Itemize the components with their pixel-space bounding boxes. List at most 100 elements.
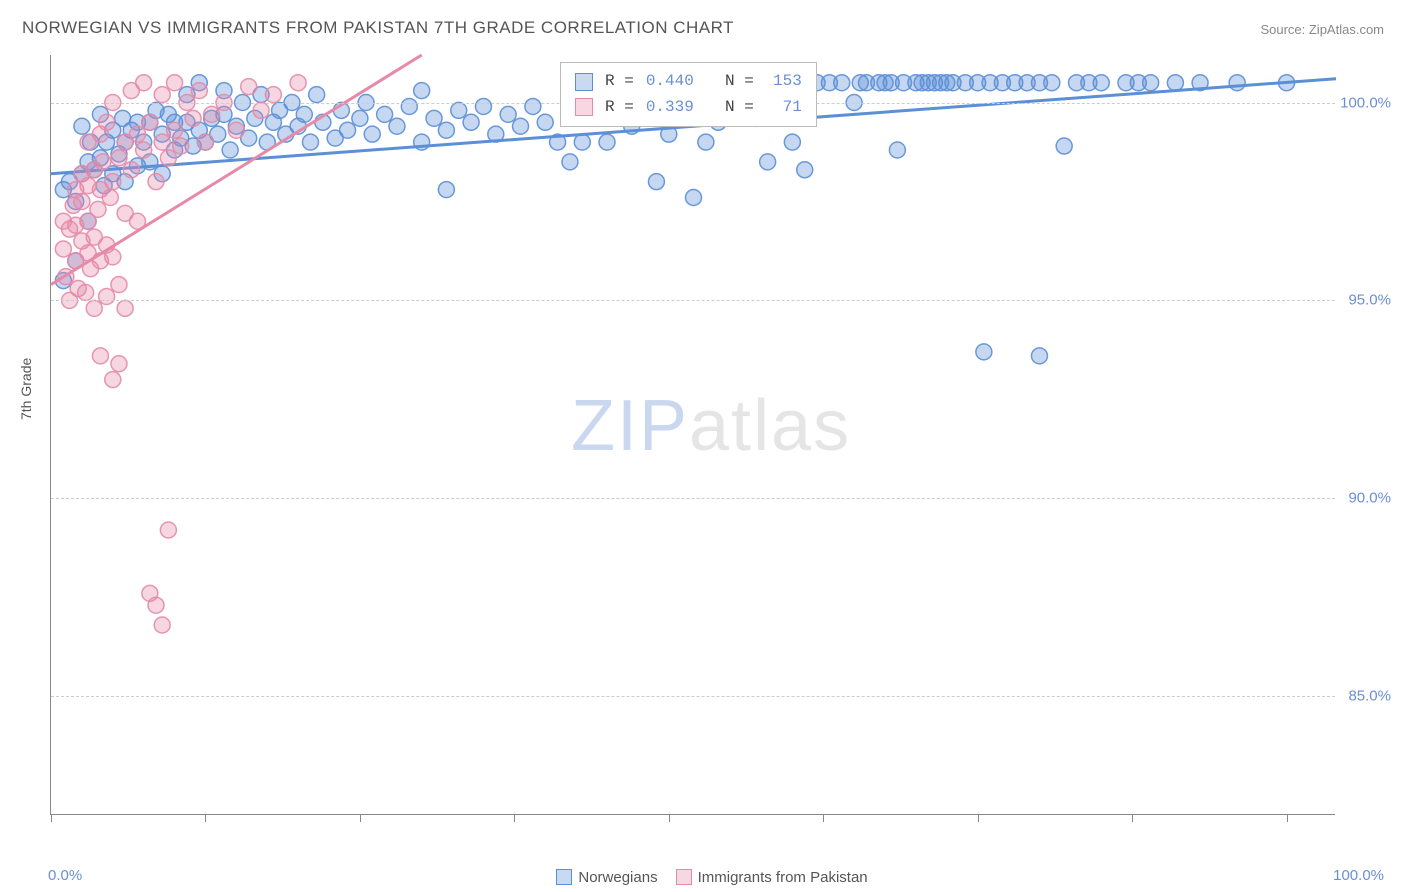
x-tick bbox=[360, 814, 361, 822]
legend-swatch bbox=[575, 98, 593, 116]
data-point bbox=[438, 182, 454, 198]
stats-legend: R = 0.440 N = 153R = 0.339 N = 71 bbox=[560, 62, 817, 127]
data-point bbox=[136, 75, 152, 91]
data-point bbox=[111, 277, 127, 293]
data-point bbox=[117, 300, 133, 316]
data-point bbox=[463, 114, 479, 130]
stats-legend-row: R = 0.440 N = 153 bbox=[575, 69, 802, 95]
legend-r-label: R = bbox=[605, 95, 634, 121]
data-point bbox=[686, 190, 702, 206]
legend-label: Norwegians bbox=[578, 869, 657, 886]
data-point bbox=[1031, 348, 1047, 364]
data-point bbox=[513, 118, 529, 134]
data-point bbox=[154, 617, 170, 633]
legend-r-label: R = bbox=[605, 69, 634, 95]
data-point bbox=[129, 126, 145, 142]
x-tick bbox=[1132, 814, 1133, 822]
y-axis-label: 7th Grade bbox=[18, 358, 34, 420]
legend-n-value: 153 bbox=[766, 69, 802, 95]
data-point bbox=[500, 106, 516, 122]
data-point bbox=[86, 300, 102, 316]
plot-area: ZIPatlas bbox=[50, 55, 1335, 815]
data-point bbox=[302, 134, 318, 150]
data-point bbox=[525, 98, 541, 114]
data-point bbox=[95, 154, 111, 170]
data-point bbox=[167, 122, 183, 138]
data-point bbox=[173, 138, 189, 154]
chart-title: NORWEGIAN VS IMMIGRANTS FROM PAKISTAN 7T… bbox=[22, 18, 734, 38]
data-point bbox=[154, 87, 170, 103]
source-label: Source: ZipAtlas.com bbox=[1260, 22, 1384, 37]
data-point bbox=[414, 83, 430, 99]
legend-label: Immigrants from Pakistan bbox=[698, 869, 868, 886]
data-point bbox=[92, 348, 108, 364]
data-point bbox=[228, 122, 244, 138]
data-point bbox=[78, 285, 94, 301]
data-point bbox=[340, 122, 356, 138]
data-point bbox=[889, 142, 905, 158]
data-point bbox=[74, 193, 90, 209]
data-point bbox=[698, 134, 714, 150]
y-tick-label: 100.0% bbox=[1340, 94, 1391, 111]
data-point bbox=[102, 190, 118, 206]
data-point bbox=[475, 98, 491, 114]
data-point bbox=[364, 126, 380, 142]
data-point bbox=[426, 110, 442, 126]
legend-n-label: N = bbox=[706, 69, 754, 95]
x-tick bbox=[823, 814, 824, 822]
bottom-legend: Norwegians Immigrants from Pakistan bbox=[0, 869, 1406, 886]
data-point bbox=[451, 102, 467, 118]
x-tick-0: 0.0% bbox=[48, 867, 82, 884]
data-point bbox=[197, 134, 213, 150]
data-point bbox=[148, 174, 164, 190]
data-point bbox=[784, 134, 800, 150]
x-tick bbox=[1287, 814, 1288, 822]
x-tick bbox=[669, 814, 670, 822]
data-point bbox=[1167, 75, 1183, 91]
data-point bbox=[74, 118, 90, 134]
data-point bbox=[537, 114, 553, 130]
x-tick bbox=[51, 814, 52, 822]
data-point bbox=[167, 75, 183, 91]
chart-svg bbox=[51, 55, 1335, 814]
data-point bbox=[290, 75, 306, 91]
data-point bbox=[123, 162, 139, 178]
data-point bbox=[648, 174, 664, 190]
legend-swatch bbox=[575, 73, 593, 91]
data-point bbox=[574, 134, 590, 150]
data-point bbox=[389, 118, 405, 134]
gridline-h bbox=[51, 300, 1335, 301]
data-point bbox=[976, 344, 992, 360]
data-point bbox=[834, 75, 850, 91]
data-point bbox=[296, 106, 312, 122]
data-point bbox=[99, 288, 115, 304]
stats-legend-row: R = 0.339 N = 71 bbox=[575, 95, 802, 121]
data-point bbox=[1044, 75, 1060, 91]
data-point bbox=[105, 372, 121, 388]
data-point bbox=[111, 150, 127, 166]
data-point bbox=[142, 114, 158, 130]
data-point bbox=[438, 122, 454, 138]
data-point bbox=[401, 98, 417, 114]
legend-r-value: 0.440 bbox=[646, 69, 694, 95]
legend-swatch bbox=[676, 869, 692, 885]
data-point bbox=[562, 154, 578, 170]
data-point bbox=[1229, 75, 1245, 91]
data-point bbox=[265, 87, 281, 103]
legend-n-label: N = bbox=[706, 95, 754, 121]
data-point bbox=[204, 106, 220, 122]
data-point bbox=[1056, 138, 1072, 154]
gridline-h bbox=[51, 498, 1335, 499]
gridline-h bbox=[51, 696, 1335, 697]
y-tick-label: 95.0% bbox=[1348, 292, 1391, 309]
data-point bbox=[90, 201, 106, 217]
data-point bbox=[241, 79, 257, 95]
data-point bbox=[599, 134, 615, 150]
data-point bbox=[160, 150, 176, 166]
data-point bbox=[154, 134, 170, 150]
data-point bbox=[1143, 75, 1159, 91]
legend-swatch bbox=[556, 869, 572, 885]
data-point bbox=[309, 87, 325, 103]
data-point bbox=[136, 142, 152, 158]
data-point bbox=[760, 154, 776, 170]
